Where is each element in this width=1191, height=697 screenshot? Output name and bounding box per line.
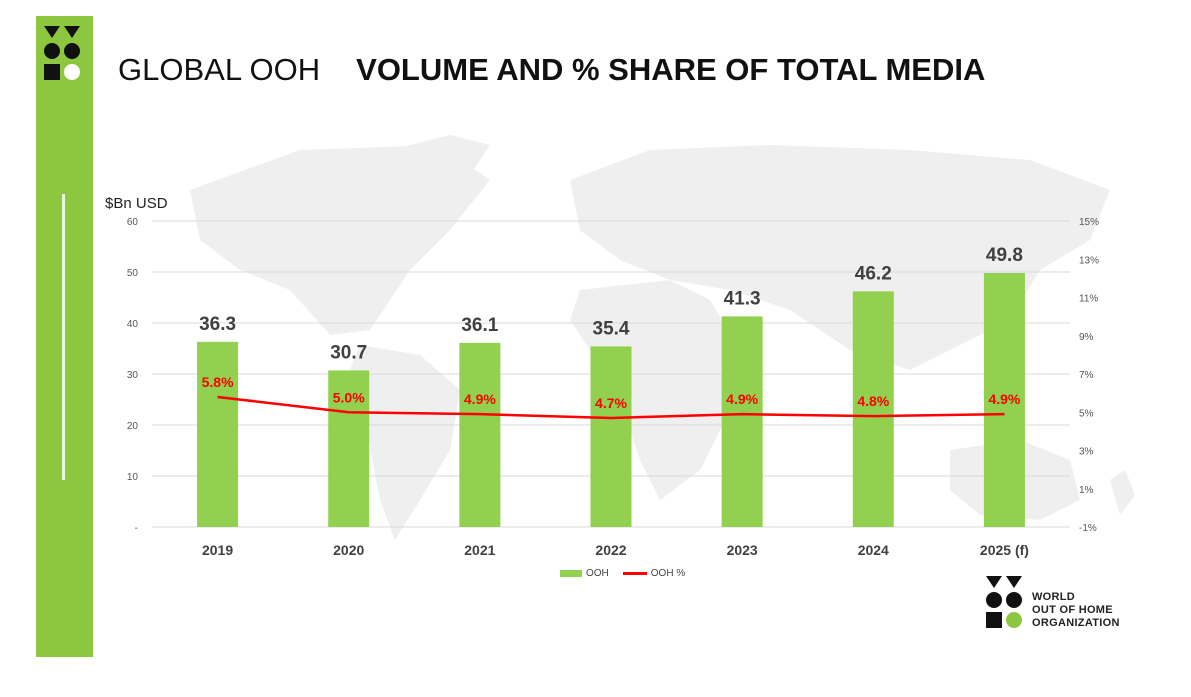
legend-bar-swatch — [560, 570, 582, 577]
legend-label-ooh-pct: OOH % — [650, 568, 686, 579]
line-value-label: 5.0% — [333, 389, 365, 405]
y-right-tick-label: 7% — [1079, 370, 1094, 381]
y-right-tick-label: 1% — [1079, 485, 1094, 496]
wooh-logo-icon — [44, 26, 80, 80]
bar-ooh — [590, 346, 632, 527]
y-right-tick-label: 9% — [1079, 332, 1094, 343]
legend-line-swatch — [622, 572, 647, 575]
y-right-tick-label: 13% — [1079, 255, 1099, 266]
y-left-tick-label: 50 — [127, 268, 139, 279]
x-tick-label: 2019 — [202, 542, 233, 558]
page-title: GLOBAL OOH VOLUME AND % SHARE OF TOTAL M… — [118, 48, 985, 92]
bar-value-label: 35.4 — [593, 318, 630, 339]
y-left-tick-label: 10 — [127, 472, 139, 483]
bar-value-label: 41.3 — [724, 288, 761, 309]
org-name-line1: WORLD — [1032, 591, 1076, 603]
title-prefix: GLOBAL OOH — [118, 52, 321, 87]
x-tick-label: 2021 — [464, 542, 495, 558]
org-name-line3: ORGANIZATION — [1032, 617, 1120, 629]
y-left-tick-label: 40 — [127, 319, 139, 330]
line-value-label: 4.7% — [595, 395, 627, 411]
x-tick-label: 2020 — [333, 542, 364, 558]
y-right-tick-label: -1% — [1079, 523, 1097, 534]
x-tick-label: 2025 (f) — [980, 542, 1029, 558]
y-left-tick-label: - — [135, 523, 138, 534]
bar-value-label: 36.3 — [199, 314, 236, 335]
bar-value-label: 36.1 — [461, 315, 498, 336]
bar-ooh — [197, 341, 239, 527]
y-left-tick-label: 20 — [127, 421, 139, 432]
legend-item-ooh: OOH — [560, 568, 609, 579]
bar-value-label: 46.2 — [855, 263, 892, 284]
bar-value-label: 30.7 — [330, 342, 367, 363]
line-value-label: 5.8% — [202, 374, 234, 390]
bar-ooh — [852, 291, 894, 527]
y-left-tick-label: 30 — [127, 370, 139, 381]
line-value-label: 4.9% — [988, 391, 1020, 407]
x-tick-label: 2023 — [727, 542, 758, 558]
bar-ooh — [459, 342, 501, 527]
y-right-tick-label: 15% — [1079, 217, 1099, 228]
x-tick-label: 2022 — [595, 542, 626, 558]
legend-item-ooh-pct: OOH % — [622, 568, 686, 579]
bar-value-label: 49.8 — [986, 245, 1023, 266]
organization-name: WORLD OUT OF HOME ORGANIZATION — [1032, 591, 1120, 630]
chart-legend: OOH OOH % — [560, 568, 699, 579]
y-right-tick-label: 11% — [1079, 294, 1098, 305]
side-accent-line — [62, 194, 65, 480]
y-axis-unit-label: $Bn USD — [105, 195, 168, 212]
y-left-tick-label: 60 — [127, 217, 139, 228]
title-main: VOLUME AND % SHARE OF TOTAL MEDIA — [356, 52, 986, 87]
x-tick-label: 2024 — [858, 542, 889, 558]
y-right-tick-label: 3% — [1079, 447, 1094, 458]
org-name-line2: OUT OF HOME — [1032, 604, 1113, 616]
line-value-label: 4.9% — [464, 391, 496, 407]
wooh-org-logo-icon — [986, 576, 1022, 628]
line-value-label: 4.9% — [726, 391, 758, 407]
line-ooh-share — [217, 395, 1005, 420]
bar-ooh — [328, 370, 370, 527]
bar-ooh — [721, 316, 763, 527]
line-value-label: 4.8% — [857, 393, 889, 409]
bar-ooh — [983, 273, 1025, 527]
y-right-tick-label: 5% — [1079, 408, 1094, 419]
legend-label-ooh: OOH — [586, 568, 609, 579]
